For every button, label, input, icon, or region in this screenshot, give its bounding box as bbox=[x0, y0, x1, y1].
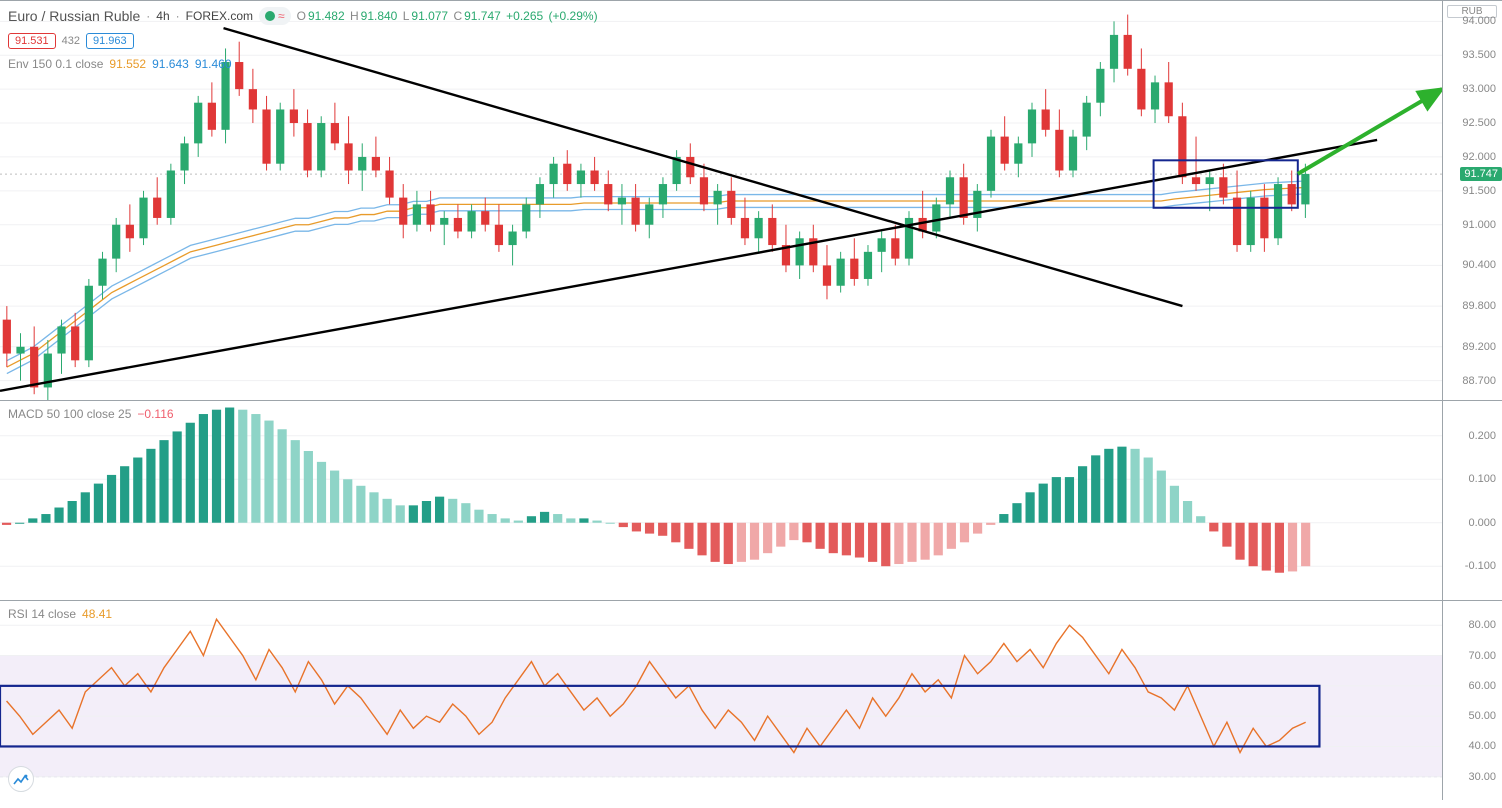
screenshot-icon[interactable] bbox=[8, 766, 34, 792]
envelope-value-b: 91.643 bbox=[152, 57, 189, 71]
macd-legend: MACD 50 100 close 25 −0.116 bbox=[8, 407, 174, 421]
macd-label: MACD 50 100 close 25 bbox=[8, 407, 131, 421]
status-dots: ≈ bbox=[259, 7, 291, 25]
macd-plot[interactable]: MACD 50 100 close 25 −0.116 bbox=[0, 401, 1442, 600]
envelope-legend: Env 150 0.1 close 91.552 91.643 91.460 bbox=[8, 57, 232, 71]
price-plot[interactable]: Euro / Russian Ruble · 4h · FOREX.com ≈ … bbox=[0, 1, 1442, 400]
rsi-chart-svg bbox=[0, 601, 1442, 801]
macd-axis[interactable]: 0.2000.1000.000-0.100 bbox=[1442, 401, 1502, 600]
market-open-dot-icon bbox=[265, 11, 275, 21]
macd-value: −0.116 bbox=[137, 407, 173, 421]
price-pane[interactable]: Euro / Russian Ruble · 4h · FOREX.com ≈ … bbox=[0, 0, 1502, 400]
envelope-value-c: 91.460 bbox=[195, 57, 232, 71]
ohlc-readout: O91.482 H91.840 L91.077 C91.747 +0.265 (… bbox=[297, 9, 600, 23]
interval-label[interactable]: 4h bbox=[156, 9, 169, 23]
rsi-axis[interactable]: 80.0070.0060.0050.0040.0030.00 bbox=[1442, 601, 1502, 800]
approx-icon: ≈ bbox=[278, 9, 285, 23]
rsi-plot[interactable]: RSI 14 close 48.41 bbox=[0, 601, 1442, 800]
sell-chip[interactable]: 91.531 bbox=[8, 33, 56, 49]
provider-label[interactable]: FOREX.com bbox=[186, 9, 253, 23]
spread-label: 432 bbox=[62, 35, 80, 47]
symbol-legend: Euro / Russian Ruble · 4h · FOREX.com ≈ … bbox=[8, 7, 600, 25]
rsi-label: RSI 14 close bbox=[8, 607, 76, 621]
rsi-pane[interactable]: RSI 14 close 48.41 80.0070.0060.0050.004… bbox=[0, 600, 1502, 800]
bid-ask-chips: 91.531 432 91.963 bbox=[8, 33, 134, 49]
rsi-value: 48.41 bbox=[82, 607, 112, 621]
buy-chip[interactable]: 91.963 bbox=[86, 33, 134, 49]
price-axis[interactable]: RUB 94.00093.50093.00092.50092.00091.500… bbox=[1442, 1, 1502, 400]
macd-chart-svg bbox=[0, 401, 1442, 601]
envelope-value-a: 91.552 bbox=[109, 57, 146, 71]
symbol-name[interactable]: Euro / Russian Ruble bbox=[8, 8, 140, 24]
rsi-legend: RSI 14 close 48.41 bbox=[8, 607, 112, 621]
macd-pane[interactable]: MACD 50 100 close 25 −0.116 0.2000.1000.… bbox=[0, 400, 1502, 600]
envelope-label: Env 150 0.1 close bbox=[8, 57, 103, 71]
